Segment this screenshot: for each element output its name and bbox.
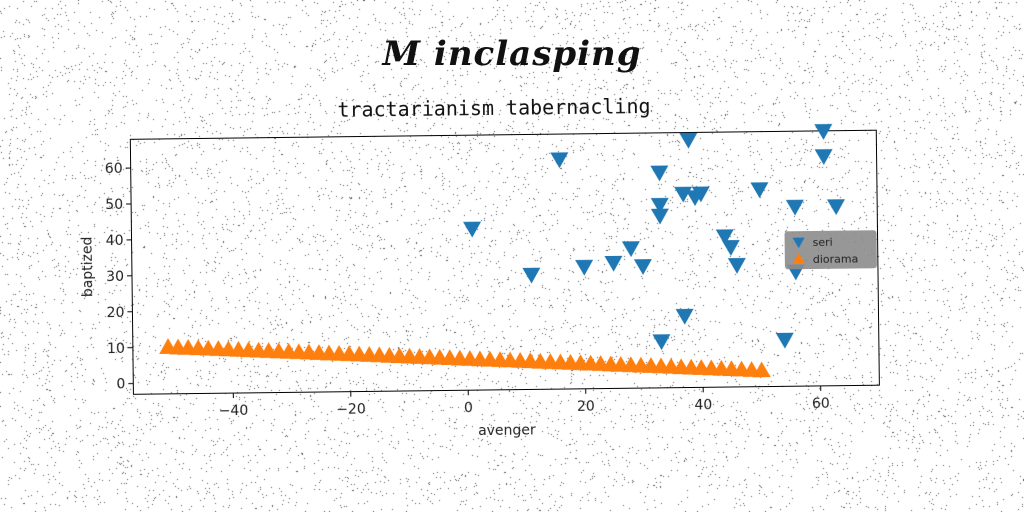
seri-point (621, 241, 640, 258)
y-tick-label: 60 (105, 161, 123, 177)
chart-container: tractarianism tabernacling 0 10 20 30 40 50 60… (68, 85, 902, 465)
y-axis-ticks: 0 10 20 30 40 50 60 (105, 161, 134, 393)
seri-point (750, 182, 769, 199)
x-tick-label: 20 (577, 399, 595, 415)
y-tick-label: 30 (106, 269, 124, 285)
seri-point (775, 332, 794, 349)
diorama-point (752, 361, 771, 378)
y-tick-label: 20 (107, 305, 125, 321)
y-tick-label: 50 (105, 197, 123, 213)
seri-point (633, 259, 652, 275)
seri-point (715, 229, 734, 246)
plot-frame (129, 129, 880, 395)
legend-label: diorama (813, 252, 859, 266)
seri-point (721, 240, 740, 256)
seri-point (679, 132, 698, 149)
seri-point (463, 221, 482, 238)
seri-point (652, 334, 671, 351)
seri-point (650, 208, 669, 225)
x-axis-label: avenger (478, 422, 536, 439)
chart-title: tractarianism tabernacling (337, 94, 650, 122)
legend-box (784, 230, 877, 270)
figure-suptitle: M inclasping (382, 34, 642, 74)
seri-point (604, 255, 623, 272)
x-tick-label: −20 (336, 401, 366, 417)
seri-point (826, 199, 845, 216)
seri-point (727, 257, 746, 274)
legend-marker (792, 253, 805, 264)
y-tick-label: 10 (107, 341, 125, 357)
x-tick-label: 0 (464, 400, 473, 416)
seri-point (691, 186, 710, 203)
seri-point (550, 152, 569, 169)
legend-label: seri (813, 236, 833, 249)
seri-point (575, 259, 594, 276)
x-axis-ticks: −40 −20 0 20 40 60 (219, 385, 830, 419)
seri-point (814, 123, 833, 140)
data-marks (159, 123, 845, 378)
legend: seri diorama (784, 230, 877, 270)
seri-point (522, 267, 541, 284)
seri-point (814, 149, 833, 165)
y-tick-label: 0 (116, 377, 125, 393)
x-tick-label: 40 (694, 397, 712, 413)
seri-point (650, 197, 669, 214)
x-tick-label: −40 (219, 403, 249, 419)
seri-point (650, 165, 669, 182)
y-tick-label: 40 (106, 233, 124, 249)
y-axis-label: baptized (80, 236, 97, 297)
seri-point (785, 199, 804, 216)
legend-marker (792, 237, 805, 249)
scatter-chart: tractarianism tabernacling 0 10 20 30 40 50 60… (80, 94, 880, 439)
x-tick-label: 60 (812, 396, 830, 412)
seri-point (675, 308, 694, 325)
